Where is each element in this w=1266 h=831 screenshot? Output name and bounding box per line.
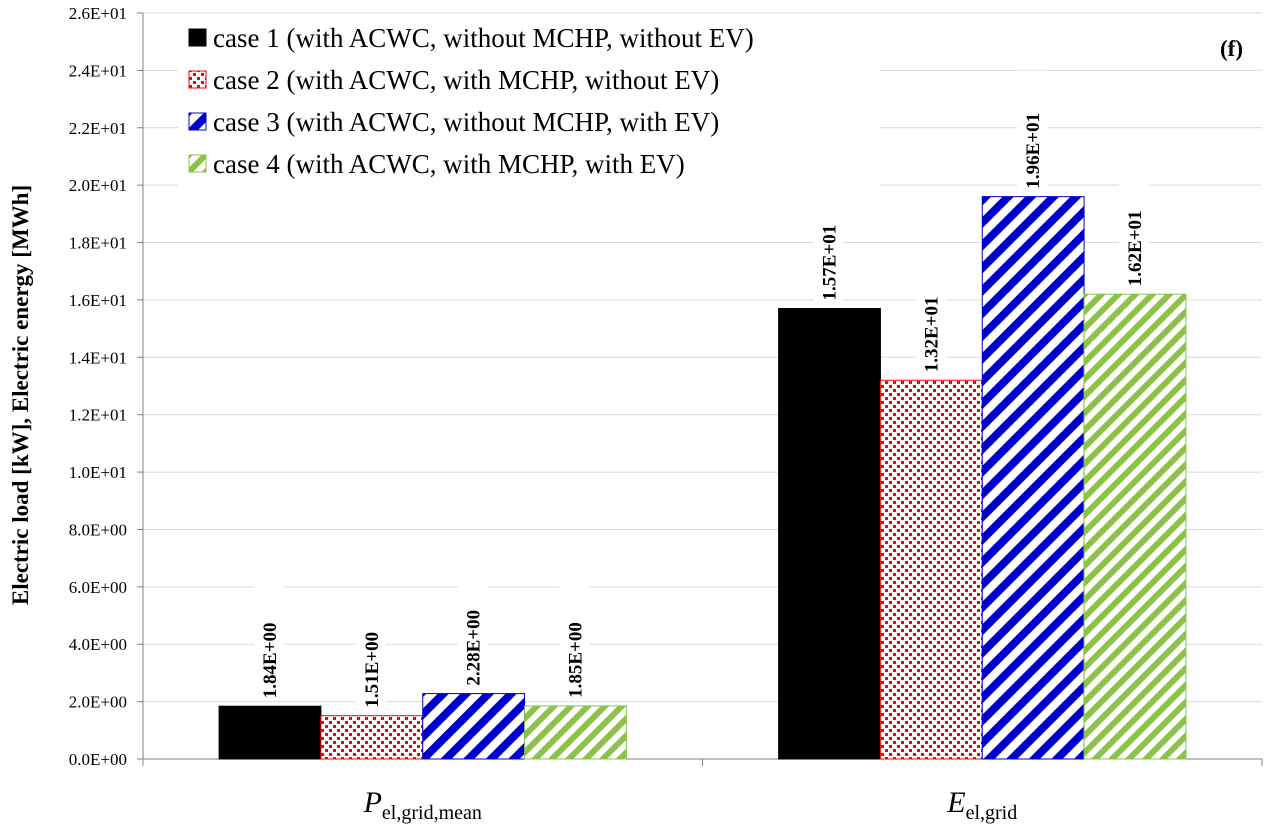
- legend-swatch-case-4: [188, 154, 207, 173]
- bar-case-4: [524, 705, 627, 760]
- y-tick-label: 1.6E+01: [69, 291, 127, 310]
- y-tick-labels: 0.0E+00 2.0E+00 4.0E+00 6.0E+00 8.0E+00 1.0E+…: [69, 4, 127, 769]
- y-tick-label: 8.0E+00: [69, 520, 127, 539]
- bar-case-3: [422, 693, 526, 760]
- value-label: 1.57E+01: [820, 225, 841, 301]
- y-tick-label: 1.2E+01: [69, 406, 127, 425]
- bar-case-1: [218, 705, 322, 760]
- value-labels: 1.84E+00 1.51E+00 2.28E+00 1.85E+00 1.57E+01…: [254, 70, 1149, 708]
- x-category-label: Eel,grid: [946, 786, 1017, 824]
- value-label: 1.84E+00: [260, 622, 281, 698]
- legend-label-case-4: case 4 (with ACWC, with MCHP, with EV): [213, 149, 685, 179]
- bar-case-1: [778, 308, 881, 760]
- value-label-bg: [254, 580, 285, 699]
- value-label: 1.62E+01: [1125, 210, 1146, 286]
- value-label: 1.85E+00: [565, 622, 586, 698]
- value-label-bg: [559, 579, 590, 698]
- y-axis-label: Electric load [kW], Electric energy [MWh…: [8, 185, 33, 605]
- x-category-labels: Pel,grid,mean Eel,grid: [363, 786, 1018, 824]
- value-label: 1.96E+01: [1023, 113, 1044, 189]
- legend: case 1 (with ACWC, without MCHP, without…: [178, 16, 880, 188]
- y-tick-label: 1.8E+01: [69, 234, 127, 253]
- x-category-label: Pel,grid,mean: [363, 786, 482, 824]
- y-tick-label: 2.0E+00: [69, 693, 127, 712]
- value-label-bg: [355, 589, 386, 708]
- legend-label-case-2: case 2 (with ACWC, with MCHP, without EV…: [213, 65, 719, 95]
- bars: [218, 196, 1187, 760]
- value-label-bg: [457, 567, 488, 686]
- y-tick-label: 1.0E+01: [69, 463, 127, 482]
- value-label-bg: [1118, 168, 1149, 287]
- y-tick-label: 2.0E+01: [69, 176, 127, 195]
- y-tick-label: 0.0E+00: [69, 750, 127, 769]
- value-label-bg: [1017, 70, 1048, 189]
- bar-case-2: [879, 379, 983, 760]
- legend-label-case-3: case 3 (with ACWC, without MCHP, with EV…: [213, 107, 719, 137]
- y-tick-label: 6.0E+00: [69, 578, 127, 597]
- value-label: 1.51E+00: [362, 632, 383, 708]
- bar-case-3: [981, 196, 1085, 760]
- value-label: 1.32E+01: [921, 297, 942, 373]
- value-label: 2.28E+00: [464, 610, 485, 686]
- y-tick-label: 2.6E+01: [69, 4, 127, 23]
- bar-case-2: [320, 715, 424, 760]
- legend-box: [178, 16, 880, 188]
- y-tick-label: 1.4E+01: [69, 348, 127, 367]
- y-tick-label: 2.4E+01: [69, 61, 127, 80]
- legend-swatch-case-3: [188, 112, 207, 131]
- panel-label: (f): [1220, 36, 1243, 61]
- y-tick-label: 4.0E+00: [69, 635, 127, 654]
- legend-swatch-case-1: [188, 28, 207, 47]
- bar-case-4: [1083, 293, 1187, 760]
- y-tick-label: 2.2E+01: [69, 119, 127, 138]
- legend-swatch-case-2: [188, 70, 207, 89]
- legend-label-case-1: case 1 (with ACWC, without MCHP, without…: [213, 23, 754, 53]
- value-label-bg: [915, 254, 946, 373]
- value-label-bg: [813, 182, 844, 301]
